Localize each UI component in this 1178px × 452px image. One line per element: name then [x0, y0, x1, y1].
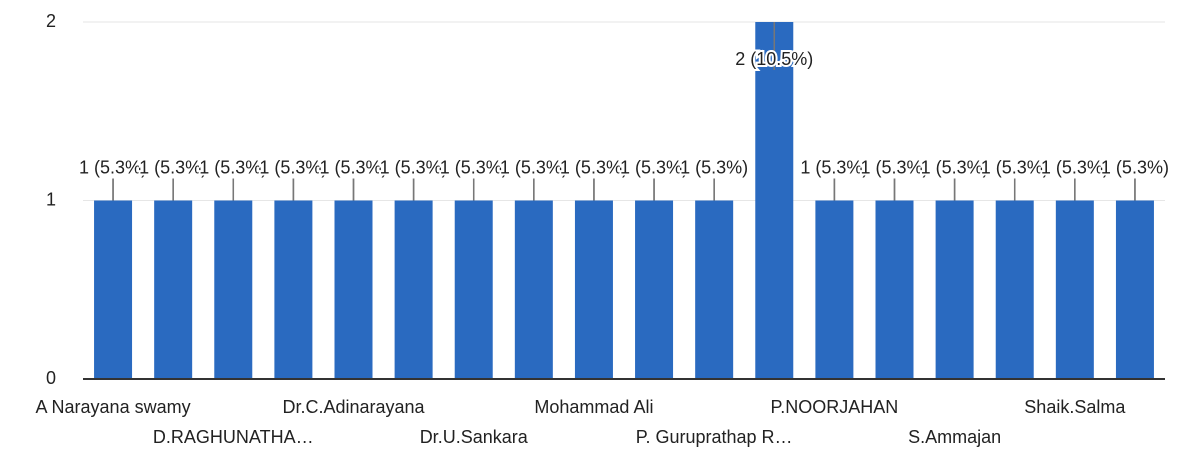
- value-label: 1 (5.3%): [259, 157, 327, 177]
- value-label: 1 (5.3%): [139, 157, 207, 177]
- bar: [274, 200, 313, 379]
- bar: [154, 200, 193, 379]
- x-tick-label: P.NOORJAHAN: [771, 397, 899, 417]
- x-tick-label: Dr.C.Adinarayana: [282, 397, 425, 417]
- bar: [334, 200, 373, 379]
- value-label: 1 (5.3%): [981, 157, 1049, 177]
- value-label: 1 (5.3%): [199, 157, 267, 177]
- value-label: 1 (5.3%): [680, 157, 748, 177]
- value-label: 1 (5.3%): [500, 157, 568, 177]
- bar: [695, 200, 734, 379]
- bar: [815, 200, 854, 379]
- bar: [995, 200, 1034, 379]
- bar: [574, 200, 613, 379]
- bar: [635, 200, 674, 379]
- y-tick-label: 1: [46, 189, 56, 209]
- bar: [1115, 200, 1154, 379]
- y-tick-label: 0: [46, 368, 56, 388]
- value-label: 1 (5.3%): [1041, 157, 1109, 177]
- value-label: 1 (5.3%): [1101, 157, 1169, 177]
- x-tick-label: D.RAGHUNATHA…: [153, 427, 314, 447]
- value-label: 1 (5.3%): [380, 157, 448, 177]
- bar: [514, 200, 553, 379]
- value-label: 1 (5.3%): [800, 157, 868, 177]
- value-label: 1 (5.3%): [319, 157, 387, 177]
- x-tick-label: Mohammad Ali: [534, 397, 653, 417]
- x-tick-label: P. Guruprathap R…: [636, 427, 793, 447]
- bar: [94, 200, 133, 379]
- bar: [1055, 200, 1094, 379]
- bar: [214, 200, 253, 379]
- x-tick-label: S.Ammajan: [908, 427, 1001, 447]
- value-label: 1 (5.3%): [620, 157, 688, 177]
- x-tick-label: Dr.U.Sankara: [420, 427, 529, 447]
- bar: [755, 22, 794, 379]
- bar: [935, 200, 974, 379]
- bar: [454, 200, 493, 379]
- y-tick-label: 2: [46, 11, 56, 31]
- value-label: 1 (5.3%): [860, 157, 928, 177]
- bar: [875, 200, 914, 379]
- value-label: 1 (5.3%): [79, 157, 147, 177]
- value-label: 1 (5.3%): [921, 157, 989, 177]
- value-label: 1 (5.3%): [440, 157, 508, 177]
- value-label: 2 (10.5%): [735, 49, 813, 69]
- value-label: 1 (5.3%): [560, 157, 628, 177]
- bar: [394, 200, 433, 379]
- x-tick-label: Shaik.Salma: [1024, 397, 1126, 417]
- x-tick-label: A Narayana swamy: [36, 397, 191, 417]
